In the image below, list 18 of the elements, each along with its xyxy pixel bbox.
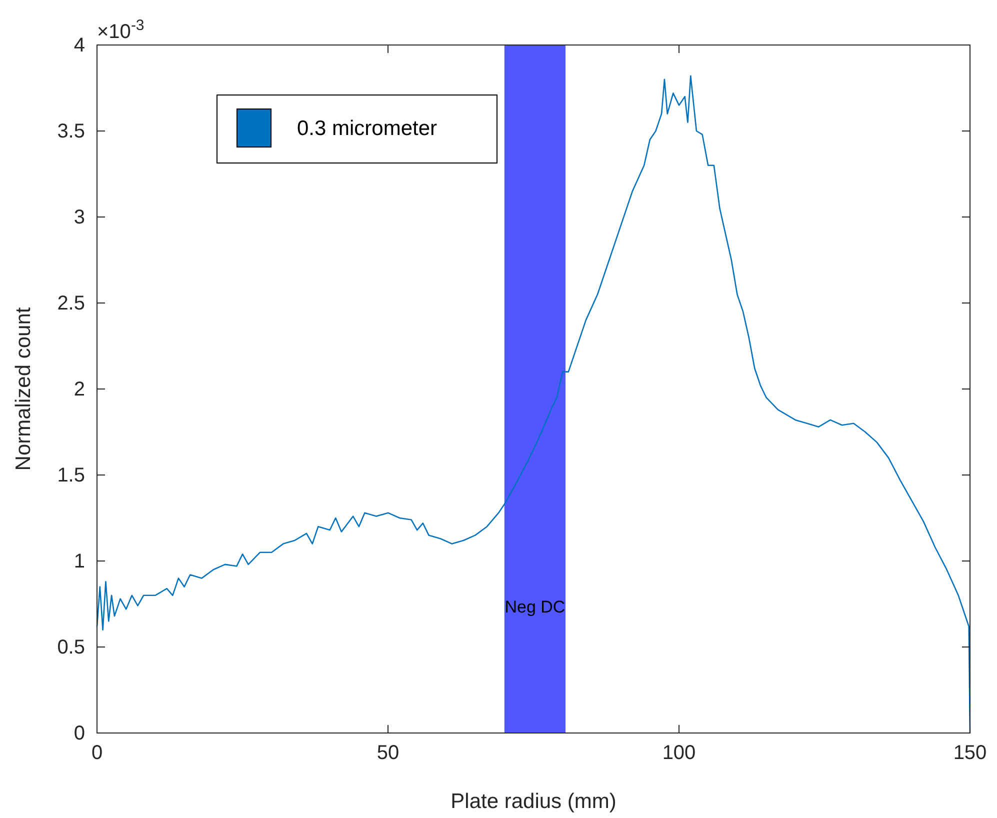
legend-label: 0.3 micrometer <box>297 117 438 140</box>
y-tick-label: 2 <box>74 378 85 400</box>
x-tick-label: 50 <box>376 742 400 764</box>
x-tick-label: 150 <box>953 742 987 764</box>
y-tick-label: 3.5 <box>57 120 85 142</box>
y-tick-label: 4 <box>74 34 85 56</box>
y-tick-label: 1 <box>74 550 85 572</box>
y-tick-label: 1.5 <box>57 464 85 486</box>
x-tick-label: 100 <box>662 742 696 764</box>
y-tick-label: 0.5 <box>57 636 85 658</box>
text: ×10$^{-3}$ <box>97 16 144 43</box>
x-tick-label: 0 <box>91 742 103 764</box>
band-label: Neg DC <box>504 598 566 617</box>
x-axis-title: Plate radius (mm) <box>450 790 616 813</box>
y-tick-label: 3 <box>74 206 85 228</box>
y-tick-label: 2.5 <box>57 292 85 314</box>
y-axis-title: Normalized count <box>12 307 35 471</box>
y-tick-label: 0 <box>74 722 85 744</box>
